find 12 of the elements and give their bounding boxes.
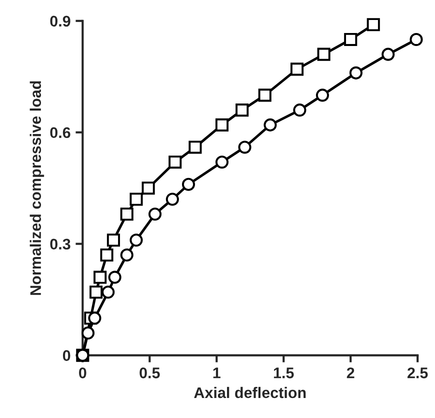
x-tick-label: 0.5 [140, 368, 160, 378]
x-tick-label: 2 [346, 368, 354, 378]
y-tick-label: 0.6 [50, 127, 70, 138]
x-tick-label: 1 [213, 368, 220, 378]
y-tick-label: 0.3 [50, 238, 70, 250]
y-tick-label: 0 [62, 350, 70, 361]
x-axis-title: Axial deflection [194, 386, 306, 398]
y-tick-label: 0.9 [50, 16, 70, 27]
x-tick-label: 2.5 [408, 368, 428, 378]
y-axis-title: Normalized compressive load [30, 81, 44, 295]
x-tick-label: 0 [79, 368, 86, 378]
x-tick-label: 1.5 [274, 368, 294, 378]
